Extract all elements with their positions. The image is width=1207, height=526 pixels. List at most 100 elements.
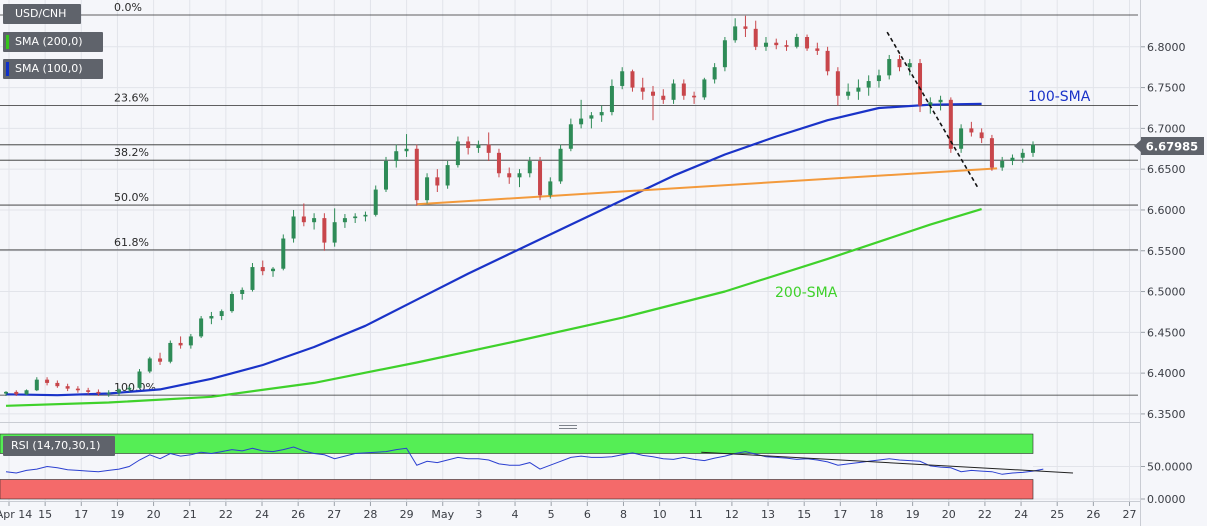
candle[interactable] — [55, 380, 60, 388]
sma200-line[interactable] — [5, 208, 982, 407]
candle[interactable] — [702, 77, 707, 100]
candle[interactable] — [219, 309, 224, 321]
candle[interactable] — [589, 112, 594, 129]
candle[interactable] — [188, 333, 193, 349]
rsi-line[interactable] — [5, 446, 1044, 475]
candle[interactable] — [979, 128, 984, 144]
candle[interactable] — [291, 209, 296, 243]
candle[interactable] — [733, 18, 738, 43]
candle[interactable] — [106, 390, 111, 397]
candle[interactable] — [856, 79, 861, 100]
candle[interactable] — [989, 134, 994, 171]
candle[interactable] — [65, 383, 70, 392]
candle[interactable] — [620, 67, 625, 90]
candle[interactable] — [301, 203, 306, 227]
candle[interactable] — [661, 89, 666, 104]
candle[interactable] — [753, 20, 758, 51]
candle[interactable] — [281, 234, 286, 271]
candle[interactable] — [876, 69, 881, 88]
candle[interactable] — [240, 287, 245, 300]
candle[interactable] — [846, 83, 851, 100]
candle[interactable] — [651, 85, 656, 121]
candle[interactable] — [640, 77, 645, 100]
candle[interactable] — [455, 136, 460, 168]
candle[interactable] — [835, 67, 840, 106]
candle[interactable] — [394, 144, 399, 168]
candle[interactable] — [1031, 141, 1035, 157]
candle[interactable] — [692, 91, 697, 104]
candle[interactable] — [342, 214, 347, 228]
candle[interactable] — [579, 99, 584, 129]
candle[interactable] — [1000, 156, 1005, 171]
sma100-line[interactable] — [5, 102, 982, 397]
candle[interactable] — [558, 144, 563, 184]
legend-sma200[interactable]: SMA (200,0) — [3, 32, 103, 52]
candle[interactable] — [425, 173, 430, 204]
candle[interactable] — [938, 95, 943, 111]
resistance-trendline[interactable] — [886, 31, 979, 188]
candle[interactable] — [332, 208, 337, 247]
candle[interactable] — [1010, 154, 1015, 166]
candle[interactable] — [116, 388, 121, 396]
candle[interactable] — [34, 377, 39, 392]
candle[interactable] — [918, 59, 923, 113]
candle[interactable] — [158, 352, 163, 365]
candle[interactable] — [75, 386, 80, 393]
candle[interactable] — [671, 79, 676, 104]
pane-resize-handle[interactable] — [559, 425, 577, 429]
candle[interactable] — [794, 33, 799, 49]
candle[interactable] — [763, 37, 768, 51]
candle[interactable] — [383, 156, 388, 193]
candle[interactable] — [507, 167, 512, 184]
candle[interactable] — [178, 336, 183, 349]
candle[interactable] — [805, 34, 810, 51]
candle[interactable] — [209, 311, 214, 325]
candle[interactable] — [722, 37, 727, 72]
candle[interactable] — [959, 124, 964, 153]
candle[interactable] — [907, 59, 912, 76]
candle[interactable] — [260, 260, 265, 276]
candle[interactable] — [609, 79, 614, 116]
candle[interactable] — [548, 177, 553, 199]
candle[interactable] — [866, 75, 871, 96]
candle[interactable] — [250, 262, 255, 292]
candle[interactable] — [712, 63, 717, 84]
candle[interactable] — [363, 211, 368, 222]
candle[interactable] — [322, 213, 327, 251]
candle[interactable] — [743, 15, 748, 38]
candle[interactable] — [774, 38, 779, 50]
candle[interactable] — [147, 356, 152, 374]
candle[interactable] — [229, 291, 234, 313]
candle[interactable] — [445, 161, 450, 189]
candle[interactable] — [538, 156, 543, 201]
candle[interactable] — [815, 42, 820, 55]
candle[interactable] — [14, 390, 19, 396]
candle[interactable] — [127, 386, 132, 392]
candle[interactable] — [630, 69, 635, 92]
candle[interactable] — [86, 387, 91, 395]
candle[interactable] — [24, 389, 29, 396]
candle[interactable] — [435, 169, 440, 193]
candle[interactable] — [168, 340, 173, 364]
candle[interactable] — [199, 316, 204, 339]
candle[interactable] — [969, 121, 974, 137]
candle[interactable] — [373, 185, 378, 217]
candle[interactable] — [404, 134, 409, 157]
candle[interactable] — [414, 144, 419, 206]
legend-sma100[interactable]: SMA (100,0) — [3, 59, 103, 79]
rsi-trendline[interactable] — [701, 451, 1074, 474]
legend-symbol[interactable]: USD/CNH — [3, 4, 81, 24]
candle[interactable] — [568, 118, 573, 152]
candle[interactable] — [45, 377, 50, 386]
candle[interactable] — [353, 213, 358, 224]
candle[interactable] — [599, 105, 604, 122]
candle[interactable] — [137, 369, 142, 389]
candle[interactable] — [897, 54, 902, 72]
candle[interactable] — [681, 79, 686, 100]
candle[interactable] — [825, 46, 830, 76]
candle[interactable] — [4, 391, 8, 396]
candle[interactable] — [312, 213, 317, 230]
candle[interactable] — [466, 136, 471, 155]
candle[interactable] — [486, 132, 491, 162]
